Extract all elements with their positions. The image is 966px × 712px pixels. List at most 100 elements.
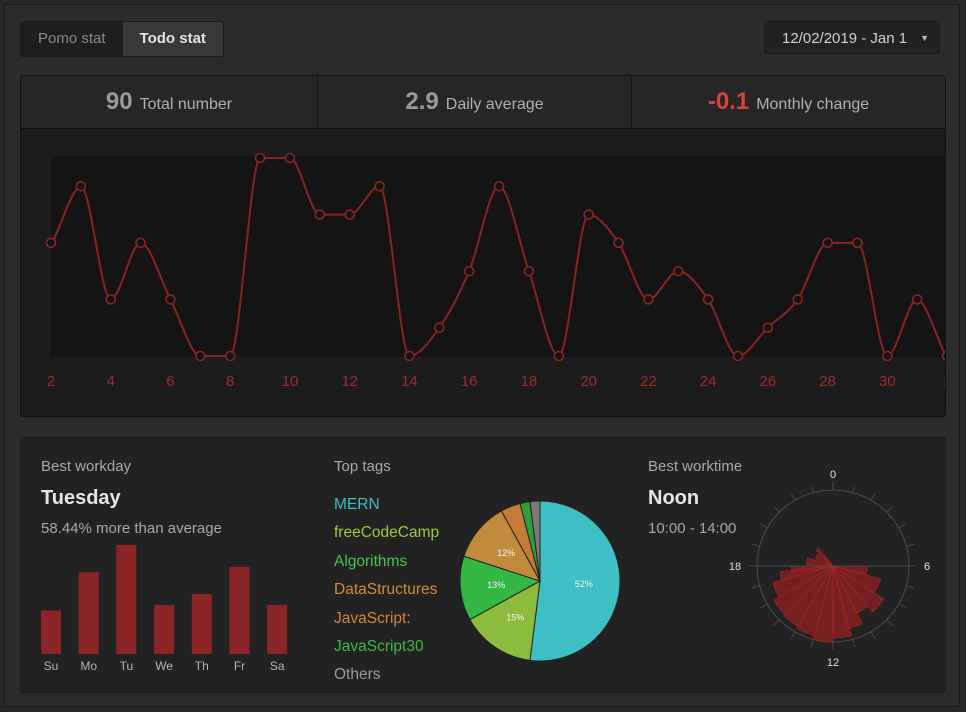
line-point[interactable]	[344, 209, 356, 220]
line-point[interactable]	[613, 237, 624, 249]
stat-monthly-change-value: -0.1	[707, 88, 750, 115]
line-point[interactable]	[941, 351, 945, 361]
line-point[interactable]	[523, 265, 535, 277]
line-point[interactable]	[643, 294, 654, 305]
bar-label: Th	[195, 659, 209, 673]
x-tick-label: 1	[943, 373, 945, 390]
line-point[interactable]	[852, 237, 863, 249]
pie-slice[interactable]	[463, 510, 542, 582]
bar-label: Fr	[234, 659, 245, 673]
line-point[interactable]	[583, 209, 594, 220]
date-range-label: 12/02/2019 - Jan 1	[782, 30, 908, 47]
tag-item[interactable]: MERN	[334, 496, 380, 513]
x-tick-label: 28	[819, 373, 836, 390]
worktime-ray	[815, 547, 834, 567]
line-point[interactable]	[672, 265, 684, 277]
line-point[interactable]	[553, 350, 565, 362]
stat-daily-average-label: Daily average	[445, 96, 544, 113]
top-tags-title: Top tags	[334, 458, 391, 475]
line-point[interactable]	[105, 294, 117, 305]
line-point[interactable]	[254, 152, 266, 164]
line-point[interactable]	[882, 350, 893, 362]
tag-item[interactable]: JavaScript30	[334, 637, 424, 655]
line-point[interactable]	[284, 152, 296, 164]
stat-total-value: 90	[105, 88, 133, 115]
bar-we	[154, 604, 175, 654]
x-tick-label: 14	[401, 373, 418, 390]
x-tick-label: 20	[580, 373, 597, 390]
line-point[interactable]	[75, 180, 87, 192]
tab-pomo-stat[interactable]: Pomo stat	[21, 22, 123, 56]
pie-slice[interactable]	[529, 500, 621, 662]
clock-tick	[760, 523, 768, 529]
line-point[interactable]	[822, 237, 833, 249]
line-point[interactable]	[314, 209, 326, 220]
line-point[interactable]	[463, 265, 475, 277]
line-point[interactable]	[762, 322, 774, 334]
line-point[interactable]	[732, 350, 744, 362]
best-worktime-period: Noon	[648, 487, 700, 509]
clock-tick	[906, 543, 915, 547]
line-point[interactable]	[135, 237, 146, 249]
pie-slice[interactable]	[469, 580, 541, 661]
line-point[interactable]	[224, 350, 236, 362]
pie-data-label: 13%	[487, 580, 505, 590]
line-point[interactable]	[702, 294, 714, 305]
clock-tick	[773, 619, 780, 626]
tag-item[interactable]: Others	[334, 666, 381, 684]
stat-total: 90 Total number	[21, 76, 317, 128]
bar-label: Su	[44, 659, 59, 673]
tag-item[interactable]: Algorithms	[334, 552, 408, 570]
bar-su	[41, 610, 61, 654]
pie-slice[interactable]	[459, 555, 542, 621]
line-point[interactable]	[911, 294, 923, 305]
weekday-bar-chart: Su Mo Tu We Th Fr Sa	[41, 545, 288, 673]
line-point[interactable]	[165, 294, 176, 305]
bar-tu	[116, 545, 137, 654]
line-point[interactable]	[792, 294, 804, 305]
x-tick-label: 26	[760, 373, 777, 390]
line-point[interactable]	[493, 180, 505, 192]
x-tick-label: 12	[341, 373, 358, 390]
bar-sa	[267, 604, 288, 654]
best-workday-day: Tuesday	[41, 487, 121, 509]
line-point[interactable]	[434, 322, 445, 334]
line-point[interactable]	[404, 350, 415, 362]
bar-mo	[78, 572, 99, 654]
pie-slice[interactable]	[529, 500, 541, 582]
line-point[interactable]	[45, 237, 57, 249]
bar-label: Tu	[120, 659, 134, 673]
worktime-ray	[815, 553, 834, 567]
chevron-down-icon: ▼	[920, 33, 929, 43]
clock-tick	[898, 603, 906, 609]
line-point[interactable]	[374, 180, 385, 192]
clock-tick	[810, 639, 814, 648]
bar-th	[191, 594, 212, 654]
clock-tick	[870, 493, 876, 501]
worktime-ray	[806, 557, 834, 567]
line-point[interactable]	[195, 350, 206, 362]
daily-line-chart: 246810121416182022242628301	[45, 152, 945, 390]
best-workday-title: Best workday	[41, 458, 132, 475]
pie-data-label: 52%	[575, 579, 593, 589]
tag-item[interactable]: freeCodeCamp	[334, 524, 440, 542]
pie-data-label: 12%	[497, 548, 515, 558]
clock-tick	[906, 585, 915, 589]
bar-label: We	[155, 659, 173, 673]
tag-item[interactable]: DataStructures	[334, 581, 438, 599]
x-tick-label: 22	[640, 373, 657, 390]
worktime-ray	[796, 565, 834, 637]
tag-list: MERN freeCodeCamp Algorithms DataStructures…	[334, 495, 439, 694]
bar-label: Mo	[80, 659, 97, 673]
stat-daily-average-value: 2.9	[405, 88, 439, 115]
worktime-ray	[783, 565, 834, 627]
x-tick-label: 6	[166, 373, 174, 390]
worktime-clock-chart: 0 6 12 18	[729, 469, 930, 669]
tab-todo-stat[interactable]: Todo stat	[122, 22, 223, 56]
tag-pie-chart: 52% 15% 13% 12%	[459, 500, 621, 662]
summary-stats: 90 Total number 2.9 Daily average -0.1 M…	[21, 76, 945, 129]
clock-tick	[870, 631, 876, 639]
tag-item[interactable]: JavaScript:	[334, 609, 411, 627]
date-range-select[interactable]: 12/02/2019 - Jan 1 ▼	[764, 21, 940, 54]
x-tick-label: 10	[282, 373, 299, 390]
